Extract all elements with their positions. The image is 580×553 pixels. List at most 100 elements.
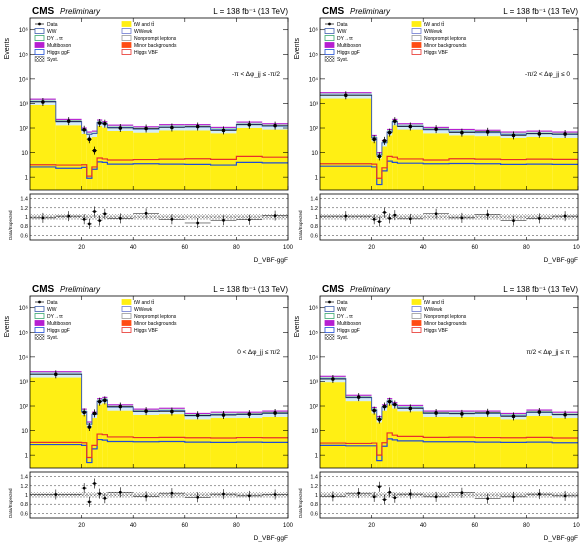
cms-label: CMS <box>32 6 55 17</box>
cms-label: CMS <box>322 284 345 295</box>
bar-ww <box>91 134 98 137</box>
ratio-point <box>222 218 225 222</box>
legend-label: Nonprompt leptons <box>424 36 467 42</box>
data-point <box>82 410 86 415</box>
data-point <box>144 126 148 131</box>
legend-label: Multiboson <box>47 321 71 327</box>
bar-ttbar <box>81 414 87 468</box>
legend-label: Minor backgrounds <box>134 321 177 327</box>
main-frame <box>29 295 289 469</box>
legend-box-symbol <box>324 327 335 333</box>
y-axis-label: Events <box>4 316 11 338</box>
ratio-point <box>537 492 541 496</box>
ratio-point <box>98 492 102 496</box>
bar-ttbar <box>86 427 92 468</box>
bar-ttbar <box>159 130 185 190</box>
data-point <box>408 124 413 129</box>
bar-ttbar <box>30 377 82 468</box>
data-point <box>372 137 376 142</box>
legend-hatch-symbol <box>34 56 45 62</box>
ratio-tick-label: 1 <box>25 215 28 221</box>
data-point <box>377 154 382 159</box>
data-point <box>247 123 252 127</box>
legend-label: DY→ττ <box>337 36 353 42</box>
y-tick-label: 10² <box>309 405 318 411</box>
legend-box-symbol <box>411 35 422 41</box>
data-point <box>460 412 464 416</box>
y-axis-label: Events <box>294 38 301 60</box>
ratio-point <box>486 213 490 217</box>
x-tick-label: 40 <box>130 523 137 529</box>
legend-box-symbol <box>324 320 335 326</box>
legend-box-symbol <box>324 49 335 55</box>
bar-multiboson <box>91 130 98 132</box>
data-point <box>356 395 361 399</box>
data-point <box>170 409 174 414</box>
data-point <box>41 100 45 104</box>
ratio-point <box>87 222 91 226</box>
y-tick-label: 10 <box>311 151 318 157</box>
ratio-point <box>54 493 58 496</box>
legend-box-symbol <box>121 49 132 55</box>
y-tick-label: 10³ <box>19 102 28 108</box>
y-tick-label: 10² <box>309 127 318 133</box>
legend-box-symbol <box>121 35 132 41</box>
legend-label: Higgs VBF <box>424 50 448 56</box>
preliminary-label: Preliminary <box>60 285 101 294</box>
bar-ttbar <box>86 137 92 190</box>
x-tick-label: 60 <box>471 245 478 251</box>
ratio-point <box>118 216 122 220</box>
ratio-point <box>563 214 567 218</box>
x-axis-label: D_VBF-ggF <box>544 535 578 542</box>
legend-box-symbol <box>411 28 422 34</box>
ratio-point <box>434 212 438 216</box>
ratio-point <box>372 217 376 221</box>
legend-label: Syst. <box>47 57 58 63</box>
panel: 1 10 10² 10³ 10⁴ 10⁵ 10⁶ CMS Preliminary L = 138 … <box>294 284 580 542</box>
bar-ttbar <box>449 135 475 190</box>
data-point <box>563 132 567 136</box>
ratio-axis-label: Data/Expected <box>8 488 13 518</box>
legend-label: Syst. <box>337 335 348 341</box>
legend-box-symbol <box>34 327 45 333</box>
data-point <box>387 130 392 135</box>
data-point <box>144 409 148 413</box>
x-axis-label: D_VBF-ggF <box>544 257 578 264</box>
x-tick-label: 20 <box>368 523 375 529</box>
legend-label: Data <box>337 300 348 306</box>
data-point <box>393 119 397 123</box>
legend-box-symbol <box>411 42 422 48</box>
x-tick-label: 20 <box>368 245 375 251</box>
legend-label: WW <box>337 307 347 313</box>
bar-ttbar <box>30 104 56 190</box>
legend-data-marker <box>328 300 331 304</box>
panel: 1 10 10² 10³ 10⁴ 10⁵ 10⁶ CMS Preliminary L = 138 … <box>4 6 294 264</box>
y-tick-label: 10⁶ <box>309 27 319 34</box>
x-tick-label: 100 <box>283 245 294 251</box>
x-tick-label: 60 <box>181 523 188 529</box>
x-tick-label: 80 <box>233 245 240 251</box>
legend-box-symbol <box>411 313 422 319</box>
data-point <box>460 130 464 135</box>
ratio-axis-label: Data/Expected <box>8 210 13 240</box>
ratio-point <box>118 490 122 494</box>
legend-label: Multiboson <box>337 321 361 327</box>
bar-multiboson <box>86 421 92 423</box>
data-point <box>54 372 58 377</box>
legend-label: WW <box>47 307 57 313</box>
ratio-point <box>87 500 91 504</box>
region-label: -π/2 < Δφ_jj ≤ 0 <box>525 71 570 78</box>
legend-box-symbol <box>34 35 45 41</box>
bar-ttbar <box>371 413 377 468</box>
y-tick-label: 10⁴ <box>19 76 29 83</box>
ratio-tick-label: 0.8 <box>20 224 28 230</box>
ratio-point <box>82 217 86 221</box>
bar-ttbar <box>474 136 501 190</box>
preliminary-label: Preliminary <box>60 7 101 16</box>
ratio-point <box>222 492 225 496</box>
ratio-point <box>377 220 381 224</box>
legend-box-symbol <box>411 21 422 27</box>
legend-label: Nonprompt leptons <box>134 314 177 320</box>
bar-ttbar <box>133 132 159 190</box>
bar-ttbar <box>345 401 372 468</box>
